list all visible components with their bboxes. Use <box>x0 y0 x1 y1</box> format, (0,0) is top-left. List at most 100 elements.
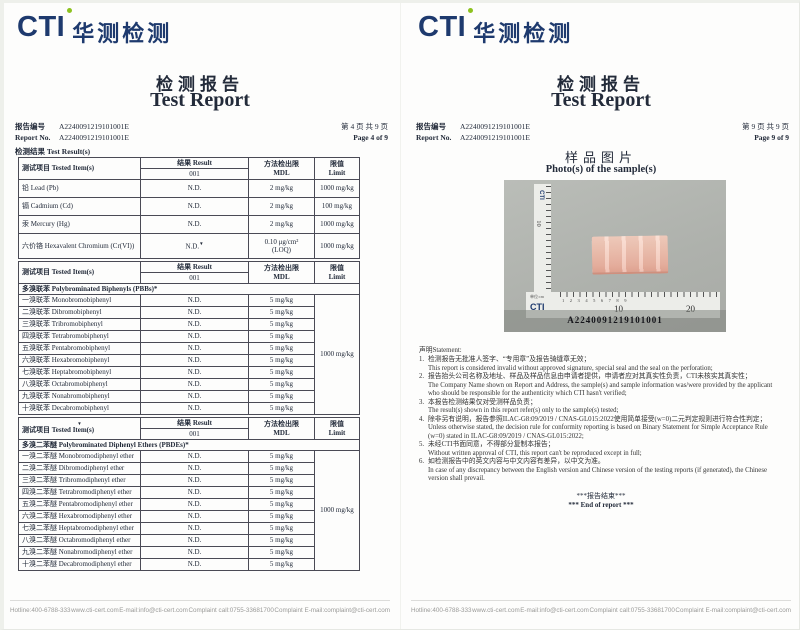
table-row: 四溴二苯醚 Tetrabromodiphenyl ether N.D. 5 mg/k… <box>18 486 360 499</box>
statement-en: Without written approval of CTI, this re… <box>428 449 642 457</box>
table-row: 三溴二苯醚 Tribromodiphenyl ether N.D. 5 mg/kg <box>18 474 360 487</box>
statement-item: 4. 除非另有说明，报告参照ILAC-G8:09/2019 / CNAS-GL01… <box>419 416 785 441</box>
cti-letters: CTI <box>418 11 467 43</box>
cell-result: N.D. <box>140 354 249 367</box>
photo-section-title-cn: 样品图片 <box>564 150 637 165</box>
ruler-mark-10: 10 <box>614 304 623 314</box>
footer-complaint-email: Complaint E-mail:complaint@cti-cert.com <box>675 607 791 614</box>
cell-mdl: 5 mg/kg <box>248 306 315 319</box>
table-row: 六价铬 Hexavalent Chromium (Cr(VI)) N.D.▼ 0… <box>18 233 360 259</box>
statement-cn: 除非另有说明，报告参照ILAC-G8:09/2019 / CNAS-GL015:… <box>428 415 767 423</box>
cell-item: 十溴联苯 Decabromobiphenyl <box>18 402 141 415</box>
sample-id-caption: A2240091219101001 <box>504 310 726 332</box>
table-row: 七溴二苯醚 Heptabromodiphenyl ether N.D. 5 mg/k… <box>18 522 360 535</box>
cell-mdl: 5 mg/kg <box>248 498 315 511</box>
cell-result: N.D. <box>140 306 249 319</box>
cell-mdl: 5 mg/kg <box>248 474 315 487</box>
cti-logo: CTI 华测检测 <box>418 8 574 48</box>
cell-result: N.D. <box>140 378 249 391</box>
cell-result: N.D. <box>140 366 249 379</box>
end-of-report-cn: ***报告结束*** <box>576 492 626 500</box>
ruler-ticks <box>546 186 551 290</box>
cell-result: N.D. <box>140 450 249 463</box>
col-header-item: 测试项目 Tested Item(s) <box>18 157 141 180</box>
cell-item: 三溴二苯醚 Tribromodiphenyl ether <box>18 474 141 487</box>
cell-mdl: 5 mg/kg <box>248 450 315 463</box>
ruler-cti-label: CTI <box>530 302 545 312</box>
cell-result: N.D. <box>140 522 249 535</box>
statement-en: The Company Name shown on Report and Add… <box>428 381 773 398</box>
statement-cn: 报告抬头公司名称及地址、样品及样品信息由申请者提供，申请者应对其真实性负责，CT… <box>428 373 752 381</box>
cell-result: N.D. <box>140 462 249 475</box>
cell-item: 九溴联苯 Nonabromobiphenyl <box>18 390 141 403</box>
report-no-label-en: Report No. <box>416 132 452 142</box>
statement-item: 1. 检测报告无批准人签字、“专用章”及报告骑缝章无效； This report i… <box>419 356 785 373</box>
statement-item: 6. 如检测报告中的英文内容与中文内容有差异，以中文为准。 In case of a… <box>419 458 785 483</box>
col-header-limit: 限值 Limit <box>314 157 360 180</box>
cti-logo-text: CTI <box>17 8 73 42</box>
cell-limit: 1000 mg/kg <box>314 233 360 259</box>
table-row: 汞 Mercury (Hg) N.D. 2 mg/kg 1000 mg/kg <box>18 215 360 234</box>
col-header-item: ▼ 测试项目 Tested Item(s) <box>18 417 141 440</box>
footer-complaint-email: Complaint E-mail:complaint@cti-cert.com <box>274 607 390 614</box>
footnote-mark: ▼ <box>77 421 82 427</box>
cell-mdl: 5 mg/kg <box>248 546 315 559</box>
sample-material <box>591 235 669 275</box>
cti-logo-chinese: 华测检测 <box>473 21 574 46</box>
cell-limit: 100 mg/kg <box>314 197 360 216</box>
cell-result: N.D. <box>140 546 249 559</box>
cell-item: 汞 Mercury (Hg) <box>18 215 141 234</box>
page-number-cn: 第 9 页 共 9 页 <box>742 122 789 131</box>
cell-mdl: 5 mg/kg <box>248 330 315 343</box>
cell-result: N.D. <box>140 510 249 523</box>
cell-mdl: 5 mg/kg <box>248 402 315 415</box>
col-header-result: 结果 Result <box>140 261 249 273</box>
table-row: 五溴联苯 Pentabromobiphenyl N.D. 5 mg/kg <box>18 342 360 355</box>
ruler-small-numbers: 1 2 3 4 5 6 7 8 9 <box>562 298 629 303</box>
footer-email: E-mail:info@cti-cert.com <box>119 607 188 614</box>
col-header-mdl: 方法检出限 MDL <box>248 417 315 440</box>
statement-title: 声明Statement: <box>419 347 462 354</box>
footer-hotline: Hotline:400-6788-333 <box>10 607 71 614</box>
ruler-ticks <box>560 292 717 297</box>
table-row: 七溴联苯 Heptabromobiphenyl N.D. 5 mg/kg <box>18 366 360 379</box>
col-header-result: 结果 Result <box>140 417 249 429</box>
statement-item: 3. 本报告检测结果仅对受测样品负责； The result(s) shown in… <box>419 399 785 416</box>
section-header-pbbs: 多溴联苯 Polybrominated Biphenyls (PBBs)* <box>18 283 360 295</box>
cti-logo-text: CTI <box>418 8 474 43</box>
table-row: 八溴二苯醚 Octabromodiphenyl ether N.D. 5 mg/kg <box>18 534 360 547</box>
cell-item: 五溴二苯醚 Pentabromodiphenyl ether <box>18 498 141 511</box>
cell-item: 二溴二苯醚 Dibromodiphenyl ether <box>18 462 141 475</box>
cell-item: 五溴联苯 Pentabromobiphenyl <box>18 342 141 355</box>
table-row: 一溴二苯醚 Monobromodiphenyl ether N.D. 5 mg/kg… <box>18 450 360 571</box>
end-of-report-en: *** End of report *** <box>568 501 634 509</box>
statement-section: 声明Statement: 1. 检测报告无批准人签字、“专用章”及报告骑缝章无效；… <box>419 347 785 484</box>
cell-result: N.D. <box>140 294 249 307</box>
table-row: 一溴联苯 Monobromobiphenyl N.D. 5 mg/kg 1000 mg… <box>18 294 360 415</box>
ruler-mark-10: 10 <box>534 220 542 227</box>
table-row: 二溴二苯醚 Dibromodiphenyl ether N.D. 5 mg/kg <box>18 462 360 475</box>
cell-result: N.D. <box>140 498 249 511</box>
report-title-en: Test Report <box>551 89 651 111</box>
section-header-pbdes: 多溴二苯醚 Polybrominated Diphenyl Ethers (PB… <box>18 439 360 451</box>
cell-mdl: 5 mg/kg <box>248 462 315 475</box>
cell-mdl: 5 mg/kg <box>248 510 315 523</box>
cell-item: 九溴二苯醚 Nonabromodiphenyl ether <box>18 546 141 559</box>
cell-mdl: 5 mg/kg <box>248 522 315 535</box>
col-header-item: 测试项目 Tested Item(s) <box>18 261 141 284</box>
report-no-value: A2240091219101001E <box>59 122 129 131</box>
col-header-result-sub: 001 <box>140 272 249 284</box>
col-header-result: 结果 Result <box>140 157 249 169</box>
table-row: 十溴联苯 Decabromobiphenyl N.D. 5 mg/kg <box>18 402 360 415</box>
table-row: 八溴联苯 Octabromobiphenyl N.D. 5 mg/kg <box>18 378 360 391</box>
table-row: 六溴二苯醚 Hexabromodiphenyl ether N.D. 5 mg/kg <box>18 510 360 523</box>
table-row: 五溴二苯醚 Pentabromodiphenyl ether N.D. 5 mg/k… <box>18 498 360 511</box>
table-pbdes: ▼ 测试项目 Tested Item(s) 结果 Result 方法检出限 MDL … <box>18 417 360 571</box>
cell-mdl: 5 mg/kg <box>248 486 315 499</box>
page-number-cn: 第 4 页 共 9 页 <box>341 122 388 131</box>
report-no-label-en: Report No. <box>15 132 51 142</box>
statement-en: Unless otherwise stated, the decision ru… <box>428 424 768 440</box>
statement-cn: 如检测报告中的英文内容与中文内容有差异，以中文为准。 <box>428 458 605 466</box>
page-footer: Hotline:400-6788-333 www.cti-cert.com E-… <box>411 600 791 614</box>
table-row: 二溴联苯 Dibromobiphenyl N.D. 5 mg/kg <box>18 306 360 319</box>
